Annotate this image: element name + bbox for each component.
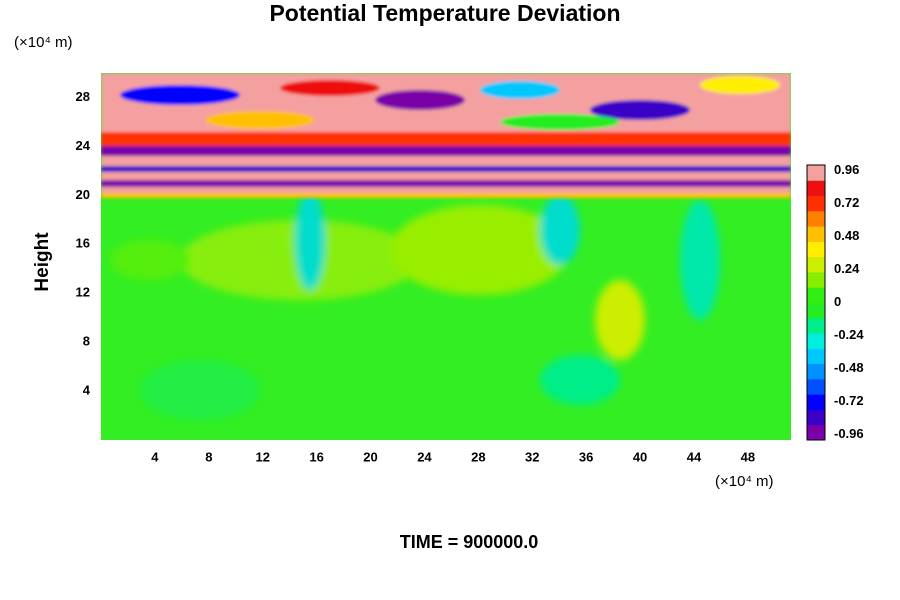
colorbar-tick-label: -0.96 [834,426,864,441]
x-tick-label: 24 [417,449,432,464]
colorbar-level [807,302,825,319]
x-tick-label: 48 [741,449,755,464]
y-tick-label: 20 [76,187,90,202]
colorbar-level [807,195,825,212]
colorbar-level [807,378,825,395]
x-unit: (×10⁴ m) [715,473,774,490]
x-tick-label: 20 [363,449,377,464]
colorbar-level [807,210,825,227]
colorbar-level [807,348,825,365]
x-tick-label: 4 [151,449,159,464]
colorbar-level [807,424,825,441]
colorbar-frame [806,164,826,441]
y-tick-label: 4 [83,383,91,398]
y-tick-label: 12 [76,285,90,300]
colorbar-level [807,394,825,410]
field [101,73,791,440]
y-tick-label: 24 [76,138,91,153]
x-tick-label: 32 [525,449,539,464]
colorbar-level [807,165,825,181]
colorbar-tick-label: 0.96 [834,162,859,177]
colorbar-tick-label: 0.72 [834,195,859,210]
colorbar-level [807,180,825,197]
colorbar-level [807,256,825,273]
x-tick-label: 8 [205,449,212,464]
x-tick-label: 12 [255,449,269,464]
colorbar-tick-label: 0.48 [834,228,859,243]
colorbar-tick-label: -0.72 [834,393,864,408]
colorbar-level [807,363,825,380]
y-unit: (×10⁴ m) [14,34,73,51]
annotation: TIME = 900000.0 [400,532,539,552]
x-tick-label: 16 [309,449,323,464]
colorbar-level [807,271,825,288]
x-tick-label: 36 [579,449,593,464]
x-tick-label: 44 [687,449,702,464]
y-tick-label: 16 [76,236,90,251]
colorbar-level [807,226,825,242]
axes: 4 8 12 16 20 24 28 32 36 40 44 484812162024280.960.… [76,89,865,465]
y-axis-label: Height [32,232,53,292]
colorbar-level [807,317,825,334]
chart-title: Potential Temperature Deviation [269,0,620,26]
x-tick-label: 40 [633,449,647,464]
colorbar-level [807,287,825,303]
colorbar-level [807,333,825,349]
colorbar-level [807,409,825,426]
colorbar-tick-label: -0.48 [834,360,864,375]
y-tick-label: 28 [76,89,90,104]
y-tick-label: 8 [83,334,90,349]
colorbar-tick-label: 0.24 [834,261,860,276]
colorbar-level [807,241,825,258]
x-tick-label: 28 [471,449,485,464]
colorbar-tick-label: -0.24 [834,327,864,342]
colorbar-tick-label: 0 [834,294,841,309]
